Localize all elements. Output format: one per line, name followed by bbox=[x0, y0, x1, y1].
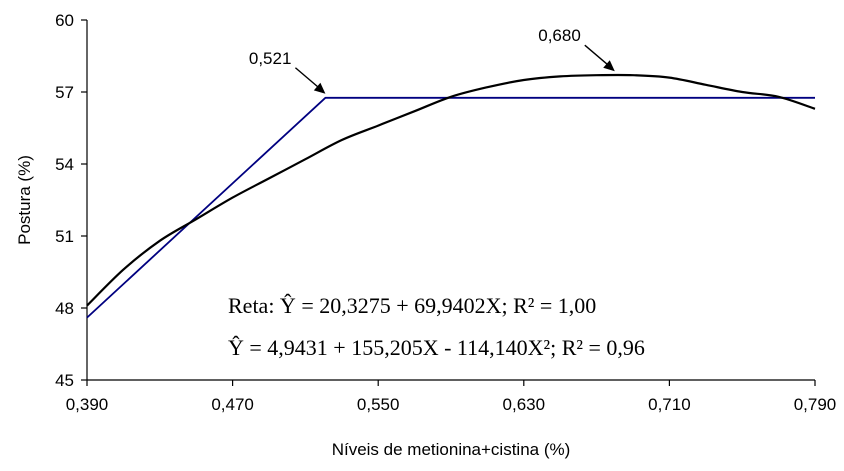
x-tick-label: 0,390 bbox=[66, 395, 109, 414]
y-tick-label: 57 bbox=[55, 83, 74, 102]
equation-line2: Ŷ = 4,9431 + 155,205X - 114,140X²; R² = … bbox=[228, 335, 645, 360]
axes bbox=[86, 20, 815, 381]
x-tick-label: 0,790 bbox=[794, 395, 837, 414]
equation-line1: Reta: Ŷ = 20,3275 + 69,9402X; R² = 1,00 bbox=[228, 293, 596, 318]
x-tick-label: 0,550 bbox=[357, 395, 400, 414]
x-axis-title: Níveis de metionina+cistina (%) bbox=[332, 440, 571, 459]
y-tick-label: 54 bbox=[55, 155, 74, 174]
series-quadratic-line bbox=[86, 73, 816, 307]
annotation: 0,521 bbox=[249, 49, 326, 94]
annotation-arrow-head bbox=[313, 82, 326, 94]
series-layer bbox=[86, 73, 816, 319]
y-ticks: 45 48 51 54 57 60 bbox=[55, 11, 87, 390]
annotations: 0,521 0,680 bbox=[249, 26, 615, 94]
y-tick-label: 45 bbox=[55, 371, 74, 390]
y-tick-label: 48 bbox=[55, 299, 74, 318]
x-tick-label: 0,710 bbox=[648, 395, 691, 414]
y-axis-title: Postura (%) bbox=[15, 155, 34, 245]
series-plateau-line bbox=[86, 96, 815, 319]
x-tick-label: 0,630 bbox=[503, 395, 546, 414]
y-tick-label: 51 bbox=[55, 227, 74, 246]
annotation: 0,680 bbox=[538, 26, 615, 72]
annotation-arrow-head bbox=[603, 60, 615, 72]
annotation-label: 0,680 bbox=[538, 26, 581, 45]
x-tick-label: 0,470 bbox=[211, 395, 254, 414]
annotation-label: 0,521 bbox=[249, 49, 292, 68]
y-tick-label: 60 bbox=[55, 11, 74, 30]
x-ticks: 0,390 0,470 0,550 0,630 0,710 0,790 bbox=[66, 380, 837, 414]
